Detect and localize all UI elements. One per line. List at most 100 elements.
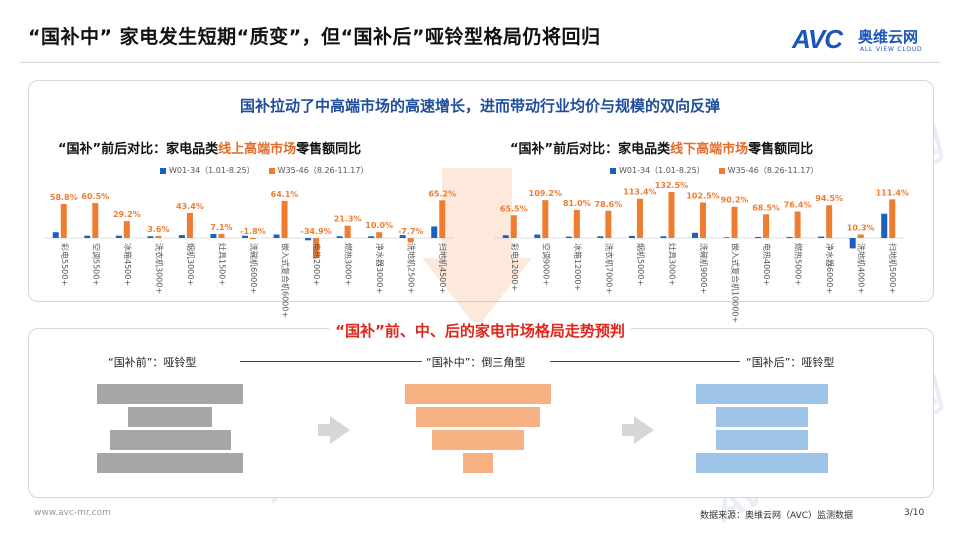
bar-w35 (668, 192, 675, 238)
legend-swatch-orange (268, 167, 275, 174)
data-label: 76.4% (784, 201, 812, 210)
data-label: 10.3% (847, 223, 875, 232)
category-tick-label: 灶具1500+ (217, 243, 227, 286)
category-tick-label: 洗碗机6000+ (249, 243, 259, 294)
category-tick-label: 烟机5000+ (636, 243, 646, 286)
category-tick-label: 洗地机4000+ (857, 243, 867, 294)
category-tick-label: 冰箱12000+ (573, 243, 583, 291)
stage-label-before: “国补前”：哑铃型 (104, 354, 201, 370)
bar-w01 (692, 232, 698, 238)
bar-w35 (542, 200, 549, 238)
bar-w01 (565, 236, 572, 238)
bar-w01 (84, 235, 91, 238)
bar-w35 (889, 199, 896, 238)
shape-bar (715, 430, 809, 450)
bar-w01 (534, 234, 541, 238)
data-label: -1.8% (240, 227, 266, 236)
data-label: 65.5% (500, 204, 528, 213)
bar-w35 (376, 232, 383, 238)
legend-label-w01: W01-34（1.01-8.25） (619, 166, 705, 175)
category-tick-label: 洗地机2500+ (407, 243, 417, 294)
data-label: 64.1% (271, 190, 299, 199)
shape-bar (109, 430, 231, 450)
data-label: 81.0% (563, 199, 591, 208)
bar-w35 (700, 202, 706, 238)
bar-w35 (826, 205, 833, 238)
legend-swatch-blue (160, 167, 166, 174)
data-label: -7.7% (398, 227, 424, 236)
chart-title-offline-pre: “国补”前后对比：家电品类 (510, 142, 671, 157)
bar-w01 (660, 236, 667, 238)
arrow-right-icon (330, 416, 350, 444)
bar-w01 (818, 236, 825, 238)
shape-bar (696, 384, 828, 404)
legend-label-w35: W35-46（8.26-11.17） (727, 166, 819, 175)
stage-label-during: “国补中”：倒三角型 (422, 354, 530, 370)
legend-online: W01-34（1.01-8.25） W35-46（8.26-11.17） (160, 165, 368, 176)
logo-avc-text: AVC (792, 24, 843, 54)
footer-website: www.avc-mr.com (34, 508, 111, 518)
bar-w35 (186, 212, 193, 238)
category-tick-label: 空调9000+ (541, 243, 551, 286)
shape-bar (416, 407, 540, 427)
bar-w35 (857, 234, 864, 238)
arrow-right-icon (634, 416, 654, 444)
shape-bar (128, 407, 212, 427)
bar-w01 (115, 235, 122, 238)
bar-w35 (407, 238, 414, 243)
bar-w01 (178, 235, 185, 238)
top-panel-subtitle: 国补拉动了中高端市场的高速增长，进而带动行业均价与规模的双向反弹 (239, 97, 720, 115)
shape-bar (97, 453, 243, 473)
chart-offline: 65.5% 彩电12000+ 109.2% 空调9000+ 81.0% 冰箱12000+ 7… (494, 181, 909, 323)
arrow-right-icon (318, 424, 330, 436)
legend-offline: W01-34（1.01-8.25） W35-46（8.26-11.17） (610, 165, 818, 176)
data-label: 113.4% (623, 188, 656, 197)
data-label: -34.9% (301, 227, 332, 236)
bar-w01 (755, 236, 762, 238)
data-label: 94.5% (815, 194, 843, 203)
header-divider (20, 62, 940, 63)
footer-source: 数据来源：奥维云网（AVC）监测数据 (700, 511, 854, 521)
bar-w01 (242, 235, 248, 238)
category-tick-label: 净水器3000+ (375, 243, 385, 294)
avc-logo: AVC 奥维云网 ALL VIEW CLOUD (792, 24, 942, 58)
chart-title-offline-highlight: 线下高端市场 (670, 142, 749, 157)
legend-item-w35: W35-46（8.26-11.17） (718, 165, 819, 176)
category-tick-label: 净水器6000+ (825, 243, 835, 294)
data-label: 68.5% (752, 203, 780, 212)
category-tick-label: 扫地机4500+ (438, 243, 448, 294)
category-tick-label: 电热4000+ (762, 243, 772, 286)
down-arrow-background-icon (422, 168, 532, 328)
data-label: 111.4% (876, 188, 909, 197)
data-label: 10.0% (365, 221, 393, 230)
chart-title-offline-post: 零售额同比 (748, 142, 814, 157)
bar-w35 (281, 200, 288, 238)
category-tick-label: 彩电5500+ (60, 243, 70, 286)
data-label: 90.2% (721, 196, 749, 205)
category-tick-label: 扫地机5000+ (888, 243, 898, 294)
data-label: 78.6% (595, 200, 623, 209)
legend-label-w35: W35-46（8.26-11.17） (277, 166, 369, 175)
bar-w35 (250, 238, 256, 240)
bar-w35 (763, 214, 770, 238)
chart-online: 58.8% 彩电5500+ 60.5% 空调5500+ 29.2% 冰箱4500+ 3.6%… (44, 189, 456, 318)
bar-w01 (628, 235, 635, 238)
category-tick-label: 嵌入式复合机6000+ (281, 243, 291, 318)
data-label: 102.5% (686, 191, 719, 200)
page-number: 3/10 (904, 508, 925, 518)
bar-w01 (368, 236, 375, 238)
legend-label-w01: W01-34（1.01-8.25） (169, 166, 255, 175)
bar-w01 (502, 235, 509, 238)
category-tick-label: 嵌入式复合机10000+ (731, 243, 741, 323)
bar-w35 (731, 206, 738, 238)
bar-w01 (431, 226, 438, 238)
bar-w01 (881, 213, 888, 238)
bar-w35 (218, 233, 225, 238)
category-tick-label: 电热2000+ (312, 243, 322, 286)
bar-w35 (92, 203, 99, 238)
bar-w01 (723, 237, 730, 238)
page-title: “国补中” 家电发生短期“质变”，但“国补后”哑铃型格局仍将回归 (28, 26, 601, 48)
arrow-right-icon (622, 424, 634, 436)
legend-item-w01: W01-34（1.01-8.25） (160, 165, 255, 176)
bar-w01 (52, 232, 59, 238)
